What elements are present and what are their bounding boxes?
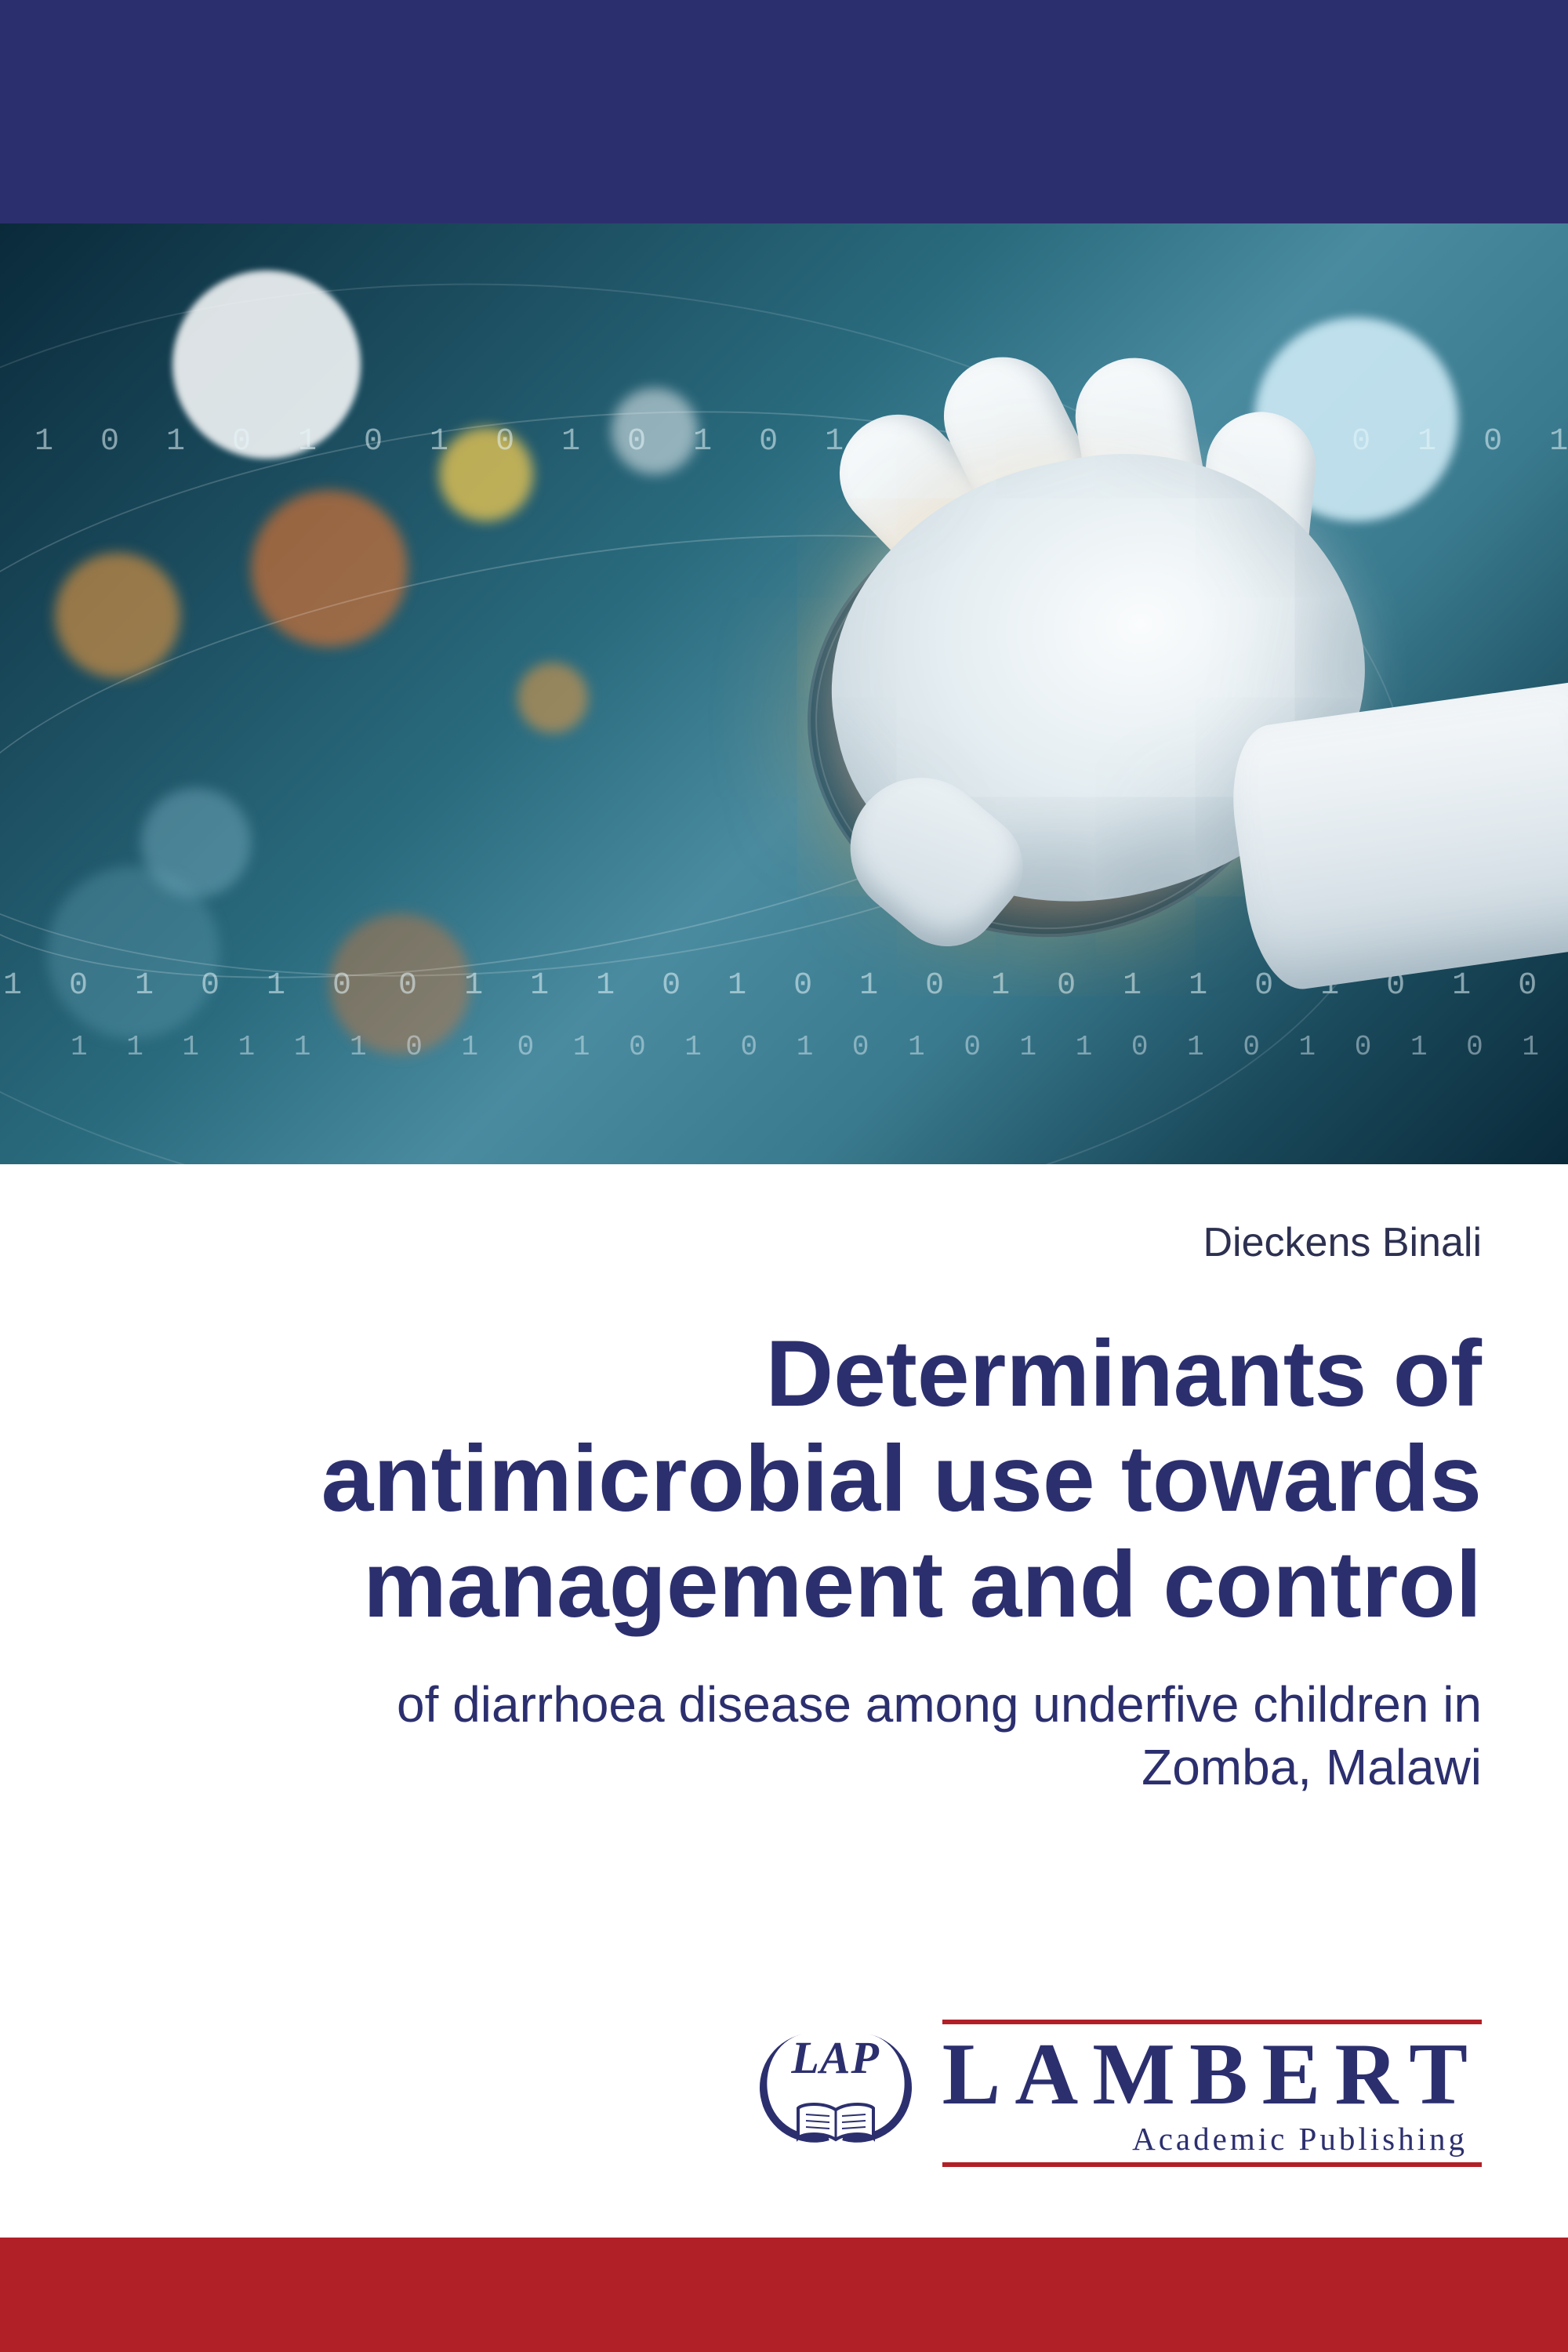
publisher-badge: LAP [757, 2027, 914, 2160]
bokeh-light [517, 662, 588, 733]
top-color-band [0, 0, 1568, 223]
book-cover: 0 1 0 1 0 1 0 1 0 1 0 1 0 1 1 0 1 0 1 0 … [0, 0, 1568, 2352]
publisher-name: LAMBERT [942, 2031, 1482, 2118]
hero-image: 0 1 0 1 0 1 0 1 0 1 0 1 0 1 1 0 1 0 1 0 … [0, 223, 1568, 1164]
publisher-name-block: LAMBERT Academic Publishing [942, 2020, 1482, 2167]
bottom-color-band [0, 2238, 1568, 2352]
author-name: Dieckens Binali [86, 1219, 1482, 1266]
title-line: management and control [86, 1532, 1482, 1637]
cover-text-block: Dieckens Binali Determinants of antimicr… [0, 1164, 1568, 2238]
subtitle-line: Zomba, Malawi [86, 1736, 1482, 1798]
gloved-hand [737, 365, 1568, 992]
publisher-tagline: Academic Publishing [1132, 2120, 1482, 2158]
title-line: antimicrobial use towards [86, 1426, 1482, 1531]
bokeh-light [55, 553, 180, 678]
binary-text-row: 1 1 1 1 1 1 0 1 0 1 0 1 0 1 0 1 0 1 1 0 … [71, 1031, 1568, 1063]
bokeh-light [251, 490, 408, 647]
subtitle-line: of diarrhoea disease among underfive chi… [86, 1673, 1482, 1736]
publisher-block: LAP LAMBERT Academic Publishing [757, 2020, 1482, 2167]
bokeh-light [47, 866, 220, 1039]
book-subtitle: of diarrhoea disease among underfive chi… [86, 1673, 1482, 1798]
publisher-badge-text: LAP [757, 2031, 914, 2084]
open-book-icon [795, 2102, 877, 2147]
book-title: Determinants of antimicrobial use toward… [86, 1321, 1482, 1637]
title-line: Determinants of [86, 1321, 1482, 1426]
